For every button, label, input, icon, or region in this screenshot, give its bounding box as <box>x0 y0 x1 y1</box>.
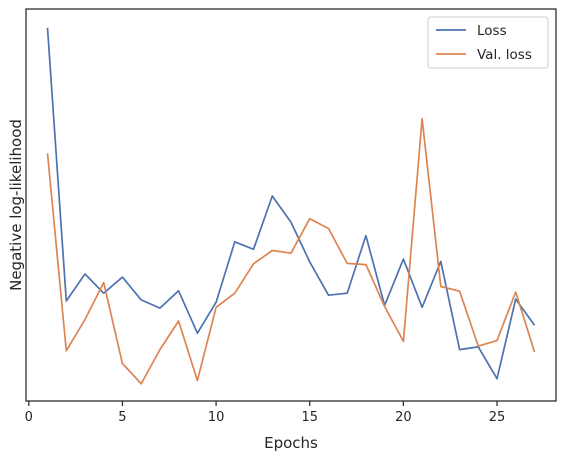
legend-label-loss: Loss <box>477 23 507 39</box>
series-line-loss <box>46 27 536 380</box>
series-line-val-loss <box>46 117 536 385</box>
x-tick-label: 25 <box>489 410 506 425</box>
plot-area <box>26 9 556 401</box>
y-axis-label: Negative log-likelihood <box>7 119 25 291</box>
legend-label-val-loss: Val. loss <box>477 47 532 63</box>
x-axis-ticks: 0 5 10 15 20 25 <box>25 401 506 425</box>
x-tick-label: 15 <box>301 410 318 425</box>
x-tick-label: 10 <box>208 410 225 425</box>
legend: Loss Val. loss <box>427 16 549 69</box>
series-lines <box>46 27 536 385</box>
x-tick-label: 0 <box>25 410 33 425</box>
x-axis-label: Epochs <box>264 434 318 452</box>
x-tick-label: 20 <box>395 410 412 425</box>
plot-frame <box>25 8 557 402</box>
x-tick-label: 5 <box>118 410 126 425</box>
